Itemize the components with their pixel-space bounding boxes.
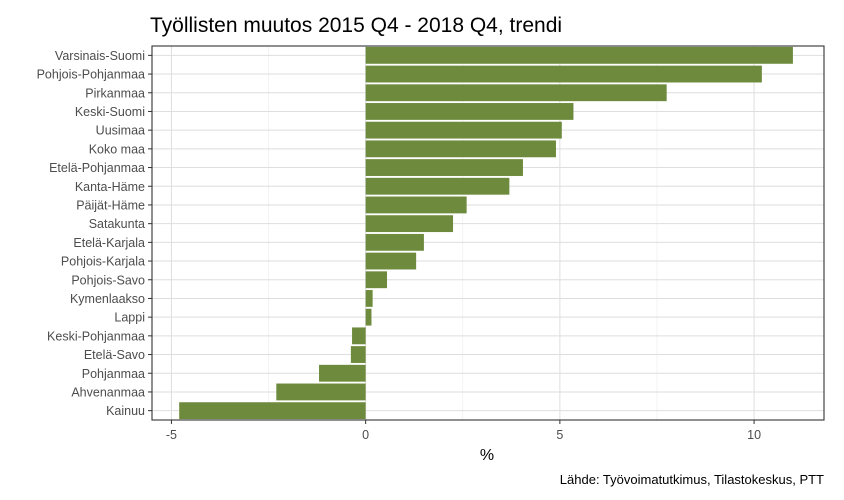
y-tick-label: Päijät-Häme [76, 198, 145, 212]
bar [365, 290, 373, 307]
y-tick-label: Etelä-Pohjanmaa [49, 161, 145, 175]
y-tick-label: Etelä-Savo [84, 348, 145, 362]
y-tick-label: Pohjois-Pohjanmaa [37, 68, 145, 82]
bar [319, 364, 366, 382]
bar [365, 46, 793, 64]
y-tick-label: Uusimaa [96, 124, 145, 138]
bars [179, 46, 793, 420]
x-axis: -5 0 5 10 [166, 420, 761, 442]
chart-title: Työllisten muutos 2015 Q4 - 2018 Q4, tre… [150, 14, 562, 37]
source-caption: Lähde: Työvoimatutkimus, Tilastokeskus, … [560, 472, 824, 487]
grid [152, 46, 824, 420]
y-tick-label: Etelä-Karjala [73, 236, 145, 250]
y-tick-label: Pohjanmaa [82, 367, 145, 381]
x-tick-label: -5 [166, 428, 177, 442]
bar [365, 233, 424, 251]
bar [276, 383, 366, 401]
bar [365, 84, 667, 102]
y-tick-label: Koko maa [89, 142, 145, 156]
y-tick-label: Keski-Pohjanmaa [47, 329, 145, 343]
y-tick-label: Pohjois-Savo [71, 273, 145, 287]
x-tick-label: 5 [556, 428, 563, 442]
bar [350, 346, 366, 363]
bar [365, 65, 762, 83]
bar [365, 215, 454, 233]
bar [365, 140, 556, 158]
y-tick-label: Ahvenanmaa [71, 385, 145, 399]
bar [352, 327, 366, 345]
x-tick-label: 10 [747, 428, 761, 442]
bar [365, 159, 523, 176]
bar [365, 308, 372, 326]
bar [365, 252, 417, 270]
y-tick-label: Kymenlaakso [70, 292, 145, 306]
y-tick-label: Kainuu [106, 404, 145, 418]
panel-border [151, 45, 825, 421]
x-tick-label: 0 [362, 428, 369, 442]
y-tick-label: Pohjois-Karjala [61, 255, 145, 269]
y-tick-label: Satakunta [89, 217, 145, 231]
y-tick-label: Kanta-Häme [75, 180, 145, 194]
bar [365, 177, 510, 195]
x-axis-title: % [480, 447, 494, 464]
bar [365, 121, 562, 139]
bar [365, 271, 388, 289]
bar [365, 196, 467, 214]
bar [365, 103, 574, 120]
y-tick-label: Lappi [114, 311, 145, 325]
y-tick-label: Keski-Suomi [75, 105, 145, 119]
bar [179, 402, 366, 420]
y-tick-label: Pirkanmaa [85, 86, 145, 100]
y-axis: Varsinais-Suomi Pohjois-Pohjanmaa Pirkanma… [37, 49, 152, 418]
y-tick-label: Varsinais-Suomi [55, 49, 145, 63]
